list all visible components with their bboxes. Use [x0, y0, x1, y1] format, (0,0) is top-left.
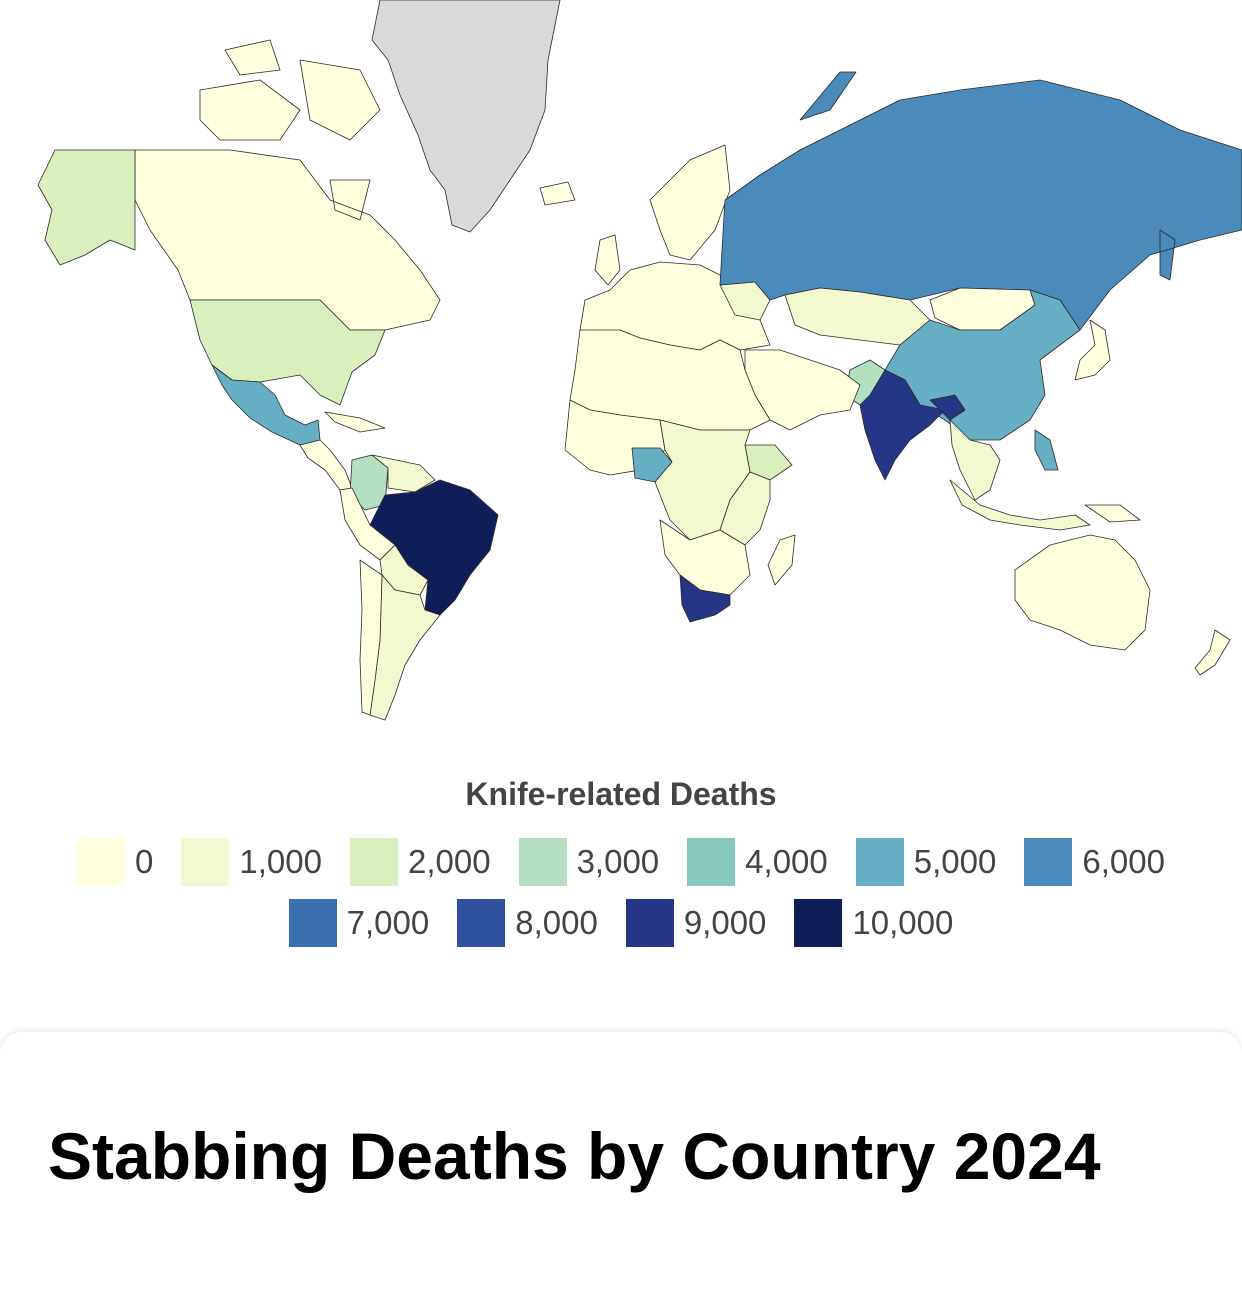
legend-swatch	[518, 838, 567, 886]
country-japan[interactable]	[1074, 319, 1111, 381]
legend-item-9-000[interactable]: 9,000	[625, 899, 767, 947]
country-india[interactable]	[859, 369, 946, 481]
country-indonesia[interactable]	[949, 479, 1091, 531]
world-map[interactable]	[0, 0, 1242, 740]
country-philippines[interactable]	[1034, 429, 1059, 471]
legend-swatch	[77, 838, 126, 886]
legend-swatch	[457, 899, 506, 947]
legend-swatch	[349, 838, 398, 886]
country-iceland[interactable]	[539, 181, 576, 206]
legend-label: 0	[135, 843, 154, 880]
legend-swatch	[288, 899, 337, 947]
country-chile[interactable]	[359, 559, 383, 716]
legend-item-5-000[interactable]: 5,000	[855, 838, 997, 886]
legend-label: 1,000	[239, 843, 322, 880]
legend-title: Knife-related Deaths	[465, 776, 777, 812]
legend-item-10-000[interactable]: 10,000	[794, 899, 953, 947]
world-map-svg[interactable]	[0, 0, 1242, 740]
legend-label: 5,000	[913, 843, 997, 880]
legend-label: 4,000	[745, 843, 828, 880]
country-greenland[interactable]	[371, 0, 561, 233]
legend: 0 1,000 2,000 3,000 4,000 5,000 6,000 7,000 8,00…	[40, 838, 1202, 947]
legend-item-1-000[interactable]: 1,000	[181, 838, 322, 886]
legend-label: 9,000	[683, 904, 767, 941]
legend-item-8-000[interactable]: 8,000	[457, 899, 598, 947]
legend-item-4-000[interactable]: 4,000	[687, 838, 828, 886]
legend-swatch	[794, 899, 843, 947]
article-card	[0, 1032, 1242, 1315]
legend-label: 8,000	[515, 904, 598, 941]
country-new-zealand[interactable]	[1194, 629, 1231, 676]
legend-swatch	[1024, 838, 1073, 886]
legend-item-7-000[interactable]: 7,000	[288, 899, 430, 947]
country-madagascar[interactable]	[767, 534, 796, 586]
legend-label: 6,000	[1082, 843, 1165, 880]
country-east-africa[interactable]	[719, 471, 771, 546]
legend-item-3-000[interactable]: 3,000	[518, 838, 660, 886]
country-bangladesh[interactable]	[929, 394, 966, 421]
country-canada[interactable]	[134, 39, 441, 331]
country-southern-africa[interactable]	[659, 519, 751, 596]
legend-swatch	[687, 838, 736, 886]
legend-label: 10,000	[852, 904, 954, 941]
legend-item-0[interactable]: 0	[77, 838, 153, 886]
country-mexico[interactable]	[211, 364, 321, 446]
legend-item-2-000[interactable]: 2,000	[349, 838, 491, 886]
legend-label: 7,000	[346, 904, 430, 941]
legend-item-6-000[interactable]: 6,000	[1024, 838, 1165, 886]
country-southeast-asia[interactable]	[949, 419, 1001, 501]
country-alaska[interactable]	[37, 149, 136, 266]
legend-swatch	[625, 899, 674, 947]
country-papua-new-guinea[interactable]	[1084, 504, 1141, 523]
country-united-kingdom[interactable]	[594, 234, 621, 286]
page-title: Stabbing Deaths by Country 2024	[48, 1119, 1101, 1193]
country-south-africa[interactable]	[679, 574, 731, 623]
country-russia[interactable]	[719, 71, 1242, 331]
legend-label: 2,000	[407, 843, 491, 880]
country-scandinavia[interactable]	[649, 144, 731, 261]
country-australia[interactable]	[1014, 534, 1151, 651]
legend-swatch	[855, 838, 904, 886]
legend-label: 3,000	[576, 843, 660, 880]
legend-swatch	[181, 838, 230, 886]
